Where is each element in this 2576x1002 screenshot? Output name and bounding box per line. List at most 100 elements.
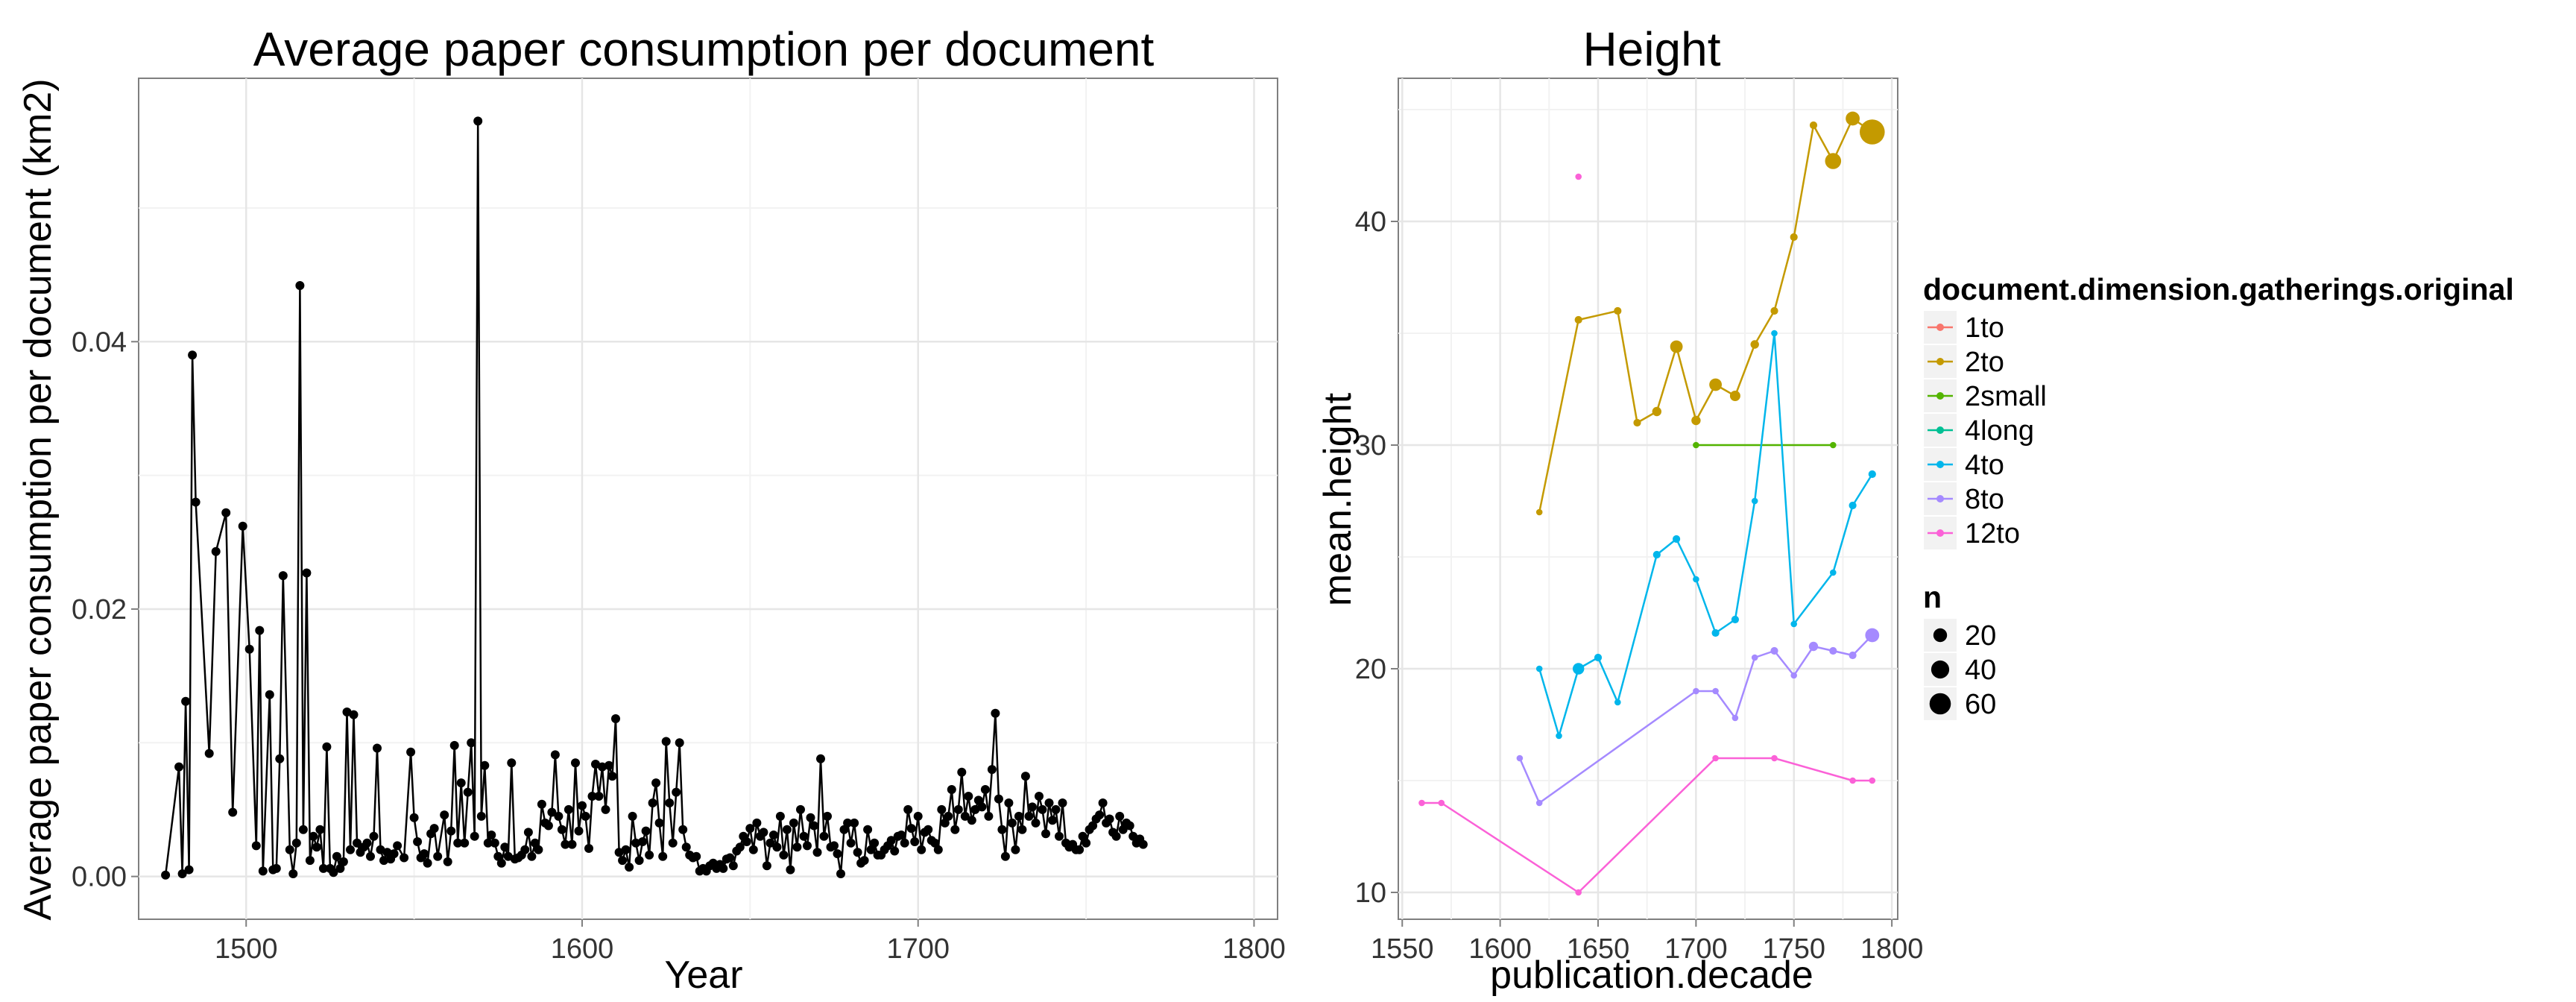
left-data-point: [523, 828, 533, 837]
left-data-point: [846, 838, 856, 848]
data-point-4to: [1652, 550, 1661, 559]
left-data-point: [567, 839, 577, 849]
left-data-point: [547, 807, 557, 817]
left-data-point: [561, 839, 570, 849]
left-data-point: [1031, 818, 1041, 828]
left-data-point: [641, 826, 651, 836]
left-data-point: [584, 844, 593, 853]
left-data-point: [859, 856, 869, 866]
left-data-point: [291, 838, 301, 848]
left-data-point: [980, 785, 990, 794]
left-data-point: [295, 281, 305, 290]
left-data-point: [1105, 814, 1114, 824]
legend-label-4to: 4to: [1965, 450, 2004, 481]
data-point-8to: [1808, 641, 1819, 652]
left-data-point: [886, 836, 896, 845]
left-data-point: [628, 811, 637, 821]
data-point-8to: [1790, 672, 1797, 679]
left-data-point: [369, 831, 379, 841]
left-data-point: [373, 743, 382, 753]
left-data-point: [389, 849, 399, 859]
left-data-point: [1007, 818, 1017, 828]
left-data-point: [353, 838, 362, 848]
left-data-point: [557, 825, 566, 834]
data-point-8to: [1712, 687, 1719, 695]
left-data-point: [812, 848, 822, 857]
left-data-point: [1035, 792, 1044, 801]
left-data-point: [420, 849, 429, 859]
legend-key-dot-4long: [1936, 426, 1944, 434]
left-data-point: [480, 760, 490, 770]
right-plot-panel: [1398, 78, 1898, 920]
right-x-tick-label: 1600: [1468, 933, 1532, 965]
left-data-point: [534, 845, 543, 854]
left-data-point: [554, 811, 564, 821]
left-data-point: [318, 863, 328, 873]
right-y-tick-label: 20: [1355, 654, 1386, 685]
left-data-point: [255, 626, 265, 635]
left-data-point: [866, 845, 876, 854]
data-point-4to: [1711, 628, 1720, 637]
left-data-point: [634, 856, 644, 866]
left-data-point: [1024, 811, 1034, 821]
right-chart-title: Height: [1583, 22, 1721, 76]
data-point-12to: [1438, 799, 1445, 807]
data-point-4to: [1830, 569, 1837, 576]
left-data-point: [950, 825, 960, 834]
data-point-12to: [1575, 173, 1582, 180]
left-data-point: [809, 821, 818, 831]
left-data-point: [762, 861, 771, 871]
left-x-axis-label: Year: [664, 954, 742, 997]
left-data-point: [413, 837, 423, 846]
legend-label-8to: 8to: [1965, 484, 2004, 515]
left-data-point: [1011, 845, 1020, 854]
left-data-point: [423, 858, 432, 868]
left-data-point: [382, 848, 392, 857]
left-data-point: [483, 838, 493, 848]
left-data-point: [681, 842, 691, 852]
left-data-point: [587, 792, 597, 801]
left-data-point: [1128, 831, 1138, 841]
left-data-point: [913, 811, 923, 821]
left-data-point: [870, 838, 880, 848]
left-data-point: [665, 798, 675, 807]
left-data-point: [772, 842, 782, 852]
left-data-point: [970, 804, 980, 814]
left-data-points: [161, 116, 1148, 880]
left-data-point: [467, 738, 476, 748]
left-data-point: [964, 792, 973, 801]
left-data-point: [473, 116, 483, 126]
right-data-points: [1418, 111, 1885, 896]
left-data-point: [984, 811, 994, 821]
left-data-point: [789, 818, 798, 828]
left-data-point: [487, 831, 496, 839]
left-data-point: [836, 869, 845, 878]
left-data-point: [1044, 798, 1054, 807]
data-point-8to: [1693, 687, 1699, 695]
left-x-tick-label: 1700: [886, 933, 950, 965]
size-legend-label: 40: [1965, 655, 1996, 686]
left-data-point: [550, 750, 560, 760]
right-grid: [1398, 78, 1898, 919]
data-point-2to: [1825, 153, 1842, 169]
left-data-point: [823, 811, 832, 821]
left-data-point: [238, 521, 247, 531]
data-point-8to: [1535, 799, 1543, 807]
data-point-4to: [1693, 576, 1699, 583]
left-data-point: [543, 821, 553, 831]
left-data-point: [759, 828, 768, 837]
left-data-point: [591, 760, 600, 769]
left-data-point: [728, 861, 738, 871]
left-data-point: [1020, 772, 1030, 781]
left-data-point: [476, 811, 486, 821]
left-data-point: [1048, 816, 1057, 825]
left-data-point: [924, 825, 933, 834]
left-data-point: [315, 825, 325, 834]
left-data-point: [342, 708, 352, 716]
left-data-point: [581, 811, 590, 821]
size-legend-dot: [1929, 693, 1951, 715]
left-x-tick-label: 1600: [551, 933, 614, 965]
left-data-point: [614, 848, 624, 857]
left-data-point: [598, 762, 607, 772]
